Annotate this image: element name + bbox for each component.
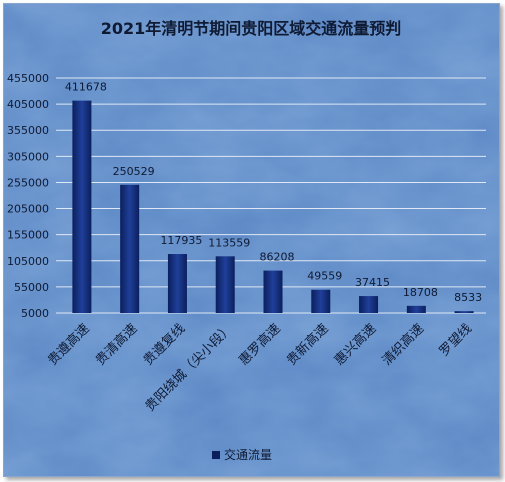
bar: [167, 254, 187, 313]
chart-frame: 2021年清明节期间贵阳区域交通流量预判 5000 55000 105000 1550…: [3, 3, 500, 477]
bar: [406, 305, 426, 313]
bar: [215, 256, 235, 313]
bar: [359, 296, 379, 313]
y-tick-label: 355000: [7, 124, 49, 137]
y-tick-label: 205000: [7, 203, 49, 216]
bar-value-label: 86208: [260, 251, 295, 264]
bar-value-label: 117935: [160, 234, 202, 247]
y-tick-label: 5000: [21, 307, 49, 320]
bar-value-label: 37415: [355, 276, 390, 289]
bar: [72, 100, 92, 313]
y-tick-label: 155000: [7, 229, 49, 242]
bar-value-label: 250529: [113, 165, 155, 178]
bar: [263, 270, 283, 313]
bar: [311, 289, 331, 313]
y-tick-label: 255000: [7, 176, 49, 189]
bars: [72, 100, 474, 313]
bar: [454, 311, 474, 313]
bar-value-label: 411678: [65, 81, 107, 94]
bar-value-label: 8533: [454, 291, 482, 304]
y-tick-label: 455000: [7, 72, 49, 85]
bar-value-label: 113559: [208, 236, 250, 249]
y-tick-label: 405000: [7, 98, 49, 111]
chart-title: 2021年清明节期间贵阳区域交通流量预判: [101, 19, 402, 38]
legend: 交通流量: [212, 447, 272, 462]
bar-value-label: 18708: [403, 286, 438, 299]
traffic-bar-chart: 2021年清明节期间贵阳区域交通流量预判 5000 55000 105000 1550…: [4, 4, 499, 476]
data-labels: 411678 250529 117935 113559 86208 49559 37415 1…: [65, 81, 482, 305]
y-tick-label: 105000: [7, 255, 49, 268]
y-tick-label: 55000: [14, 281, 49, 294]
bar: [120, 184, 140, 313]
legend-swatch: [212, 451, 220, 459]
y-tick-label: 305000: [7, 150, 49, 163]
legend-label: 交通流量: [224, 447, 272, 462]
bar-value-label: 49559: [307, 270, 342, 283]
y-axis-ticks: 5000 55000 105000 155000 205000 255000 305000 3…: [7, 72, 49, 320]
